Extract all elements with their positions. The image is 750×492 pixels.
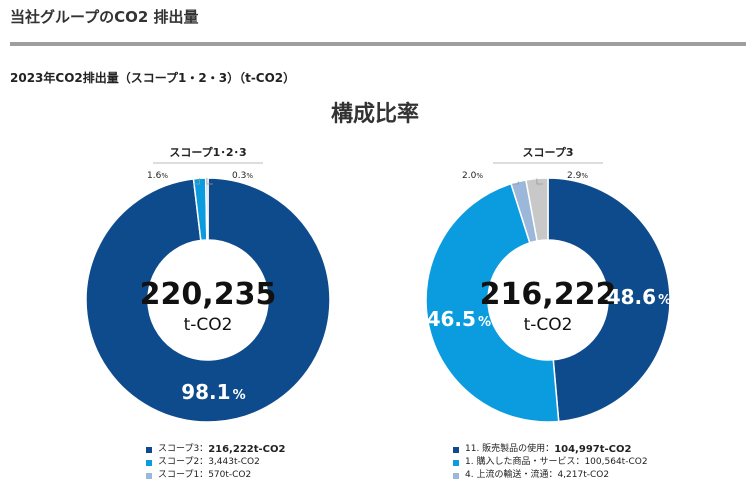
legend-item: 1. 購入した商品・サービス： 100,564t-CO2 bbox=[453, 456, 648, 469]
leader-line bbox=[206, 178, 213, 185]
leader-line bbox=[536, 178, 543, 185]
donut-chart-svg: スコープ1･2･3 220,235 t-CO2 98.1 % 1.6% 0.3% bbox=[85, 145, 331, 423]
slice-percent-label: 2.9% bbox=[567, 171, 588, 181]
center-total-unit: t-CO2 bbox=[184, 315, 233, 335]
legend-swatch bbox=[453, 459, 459, 466]
legend-swatch bbox=[146, 472, 152, 479]
legend-value: 3,443t-CO2 bbox=[208, 457, 260, 467]
legend-value: 100,564t-CO2 bbox=[584, 457, 648, 467]
center-total-unit: t-CO2 bbox=[524, 315, 573, 335]
center-total-value: 220,235 bbox=[140, 277, 277, 312]
legend-value: 4,217t-CO2 bbox=[557, 470, 610, 480]
leader-line bbox=[512, 181, 519, 185]
donut-chart-scope123: スコープ1･2･3 220,235 t-CO2 98.1% 1.6% 0.3% スコープ3… bbox=[0, 140, 375, 492]
legend-item: スコープ3： 216,222t-CO2 bbox=[146, 443, 285, 456]
legend-item: スコープ1： 570t-CO2 bbox=[146, 469, 285, 482]
slice-percent-label: 1.6% bbox=[147, 171, 168, 181]
legend-swatch bbox=[453, 446, 459, 453]
legend-value: 570t-CO2 bbox=[208, 470, 252, 480]
legend-value: 104,997t-CO2 bbox=[554, 444, 632, 455]
legend-swatch bbox=[453, 472, 459, 479]
legend-value: 216,222t-CO2 bbox=[208, 444, 286, 455]
leader-line bbox=[193, 178, 200, 185]
chart-subtitle: スコープ1･2･3 bbox=[169, 145, 246, 159]
legend-item: スコープ2： 3,443t-CO2 bbox=[146, 456, 285, 469]
slice-percent-label: 46.5% bbox=[427, 307, 491, 331]
page-heading: 当社グループのCO2 排出量 bbox=[10, 8, 199, 26]
legend-swatch bbox=[146, 459, 152, 466]
section-label: 2023年CO2排出量（スコープ1・2・3）（t-CO2） bbox=[10, 71, 296, 85]
slice-percent-label: 98.1% bbox=[181, 380, 245, 404]
slice-percent-label: 48.6% bbox=[607, 285, 671, 309]
legend-label: 11. 販売製品の使用： bbox=[465, 444, 555, 454]
donut-slice bbox=[547, 177, 671, 423]
legend-label: スコープ2： bbox=[158, 457, 209, 467]
legend-label: スコープ1： bbox=[158, 470, 209, 480]
legend-label: 4. 上流の輸送・流通： bbox=[465, 470, 558, 480]
heading-divider bbox=[10, 42, 746, 46]
center-total-value: 216,222 bbox=[480, 277, 617, 312]
legend-item: 4. 上流の輸送・流通： 4,217t-CO2 bbox=[453, 469, 648, 482]
donut-chart-scope3: スコープ3 216,222 t-CO2 48.6% 46.5% 2.0% 2.9% 11. … bbox=[375, 140, 750, 492]
chart-legend: スコープ3： 216,222t-CO2 スコープ2： 3,443t-CO2 スコープ1：… bbox=[146, 443, 285, 482]
chart-legend: 11. 販売製品の使用： 104,997t-CO2 1. 購入した商品・サービス： 1… bbox=[453, 443, 648, 482]
donut-slice bbox=[85, 177, 331, 423]
legend-swatch bbox=[146, 446, 152, 453]
donut-slice bbox=[525, 177, 549, 242]
legend-label: 1. 購入した商品・サービス： bbox=[465, 457, 585, 467]
slice-percent-label: 2.0% bbox=[462, 171, 483, 181]
donut-chart-svg: スコープ3 216,222 t-CO2 48.6 % 46.5 % 2.0% 2.9% bbox=[425, 145, 671, 423]
donut-slice bbox=[204, 177, 209, 241]
legend-item: 11. 販売製品の使用： 104,997t-CO2 bbox=[453, 443, 648, 456]
legend-label: スコープ3： bbox=[158, 444, 209, 454]
chart-title: 構成比率 bbox=[330, 102, 419, 127]
slice-percent-label: 0.3% bbox=[232, 171, 253, 181]
chart-subtitle: スコープ3 bbox=[523, 145, 574, 159]
donut-slice bbox=[425, 182, 560, 423]
